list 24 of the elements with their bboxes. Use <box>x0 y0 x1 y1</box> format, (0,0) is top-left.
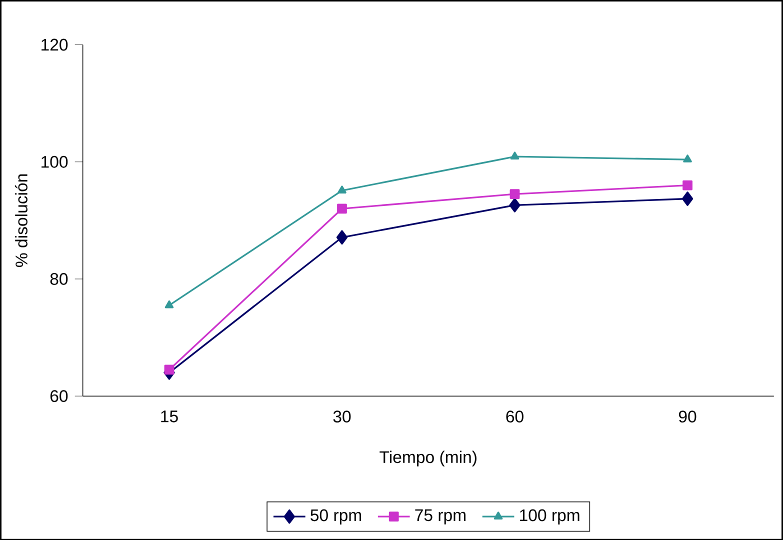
legend-label: 50 rpm <box>310 509 362 524</box>
x-tick-label: 60 <box>506 410 524 422</box>
point <box>164 364 174 374</box>
y-tick-label: 100 <box>42 156 68 168</box>
legend-label: 75 rpm <box>415 509 466 524</box>
y-tick-label: 80 <box>50 272 68 285</box>
legend-label: 100 rpm <box>520 509 580 524</box>
point <box>682 191 694 206</box>
x-tick-label: 15 <box>161 410 178 422</box>
point <box>164 300 174 308</box>
y-tick-label: 60 <box>50 390 68 402</box>
point <box>683 154 692 162</box>
point <box>509 198 520 212</box>
point <box>336 230 348 244</box>
point <box>510 151 520 160</box>
point <box>337 204 347 214</box>
point <box>682 180 692 190</box>
x-axis-title: Tiempo (min) <box>380 450 476 466</box>
x-tick-label: 30 <box>333 410 351 422</box>
point <box>338 185 346 194</box>
y-axis-title: % disolución <box>14 174 28 267</box>
y-tick-label: 120 <box>42 38 68 51</box>
point <box>510 188 520 199</box>
x-tick-label: 90 <box>678 410 696 422</box>
